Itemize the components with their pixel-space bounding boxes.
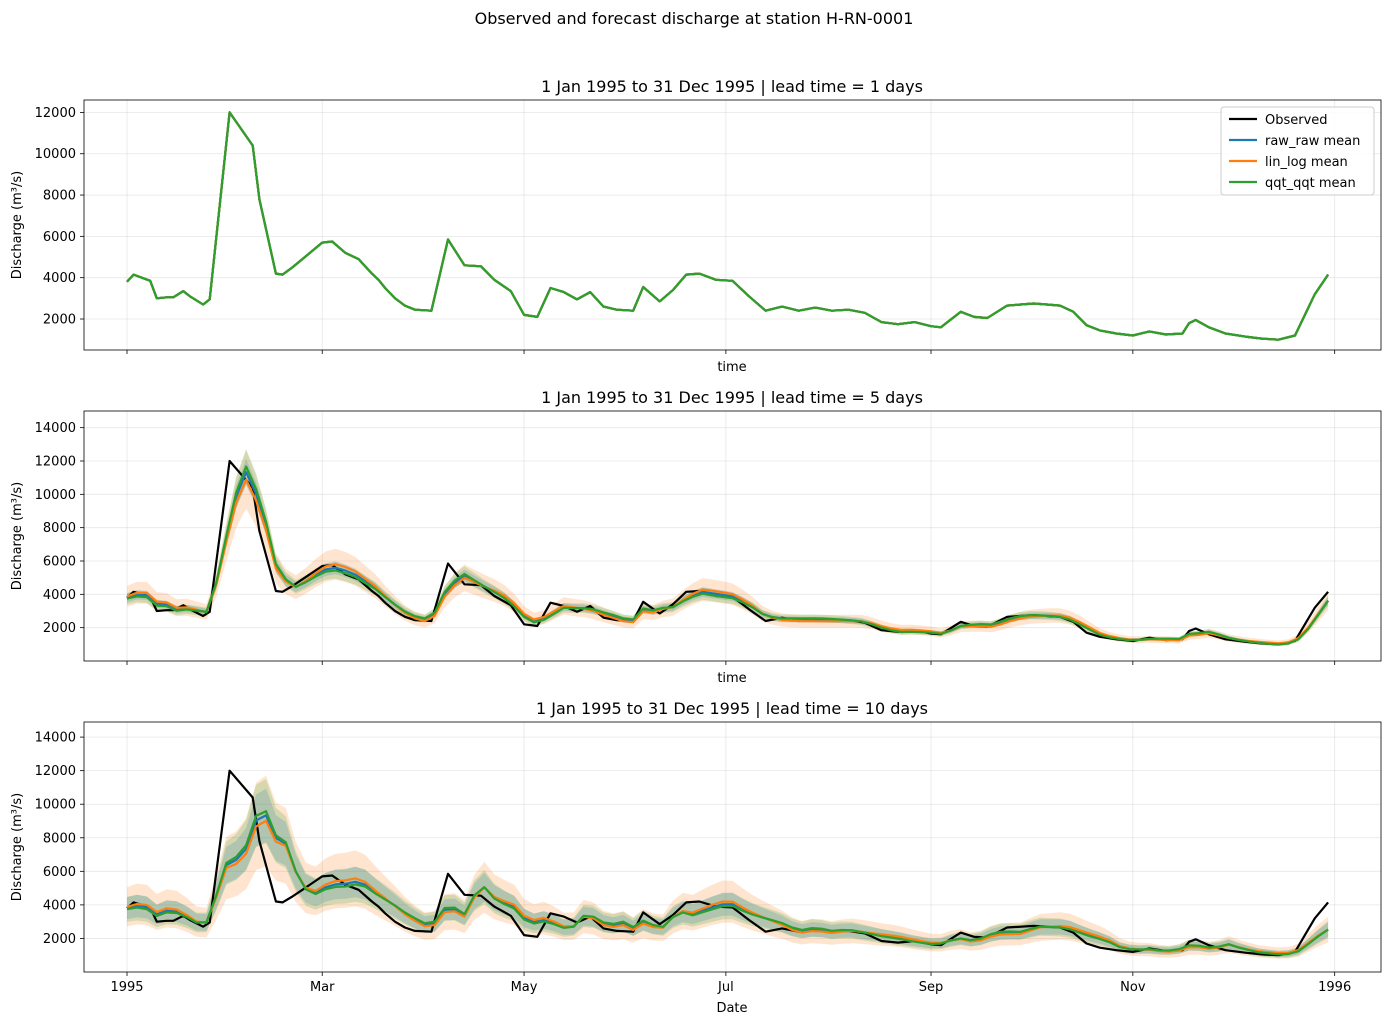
panel-lead-10: 1 Jan 1995 to 31 Dec 1995 | lead time = … bbox=[10, 699, 1382, 1016]
panel-3-frame bbox=[83, 721, 1382, 973]
panel-3-grid bbox=[84, 722, 1381, 972]
y-tick-label: 2000 bbox=[43, 932, 76, 947]
panel-3-x-ticks: 1995 Mar May Jul Sep Nov 1996 bbox=[110, 972, 1351, 995]
y-tick-label: 2000 bbox=[43, 621, 76, 636]
panel-2-lines bbox=[126, 459, 1330, 646]
y-tick-label: 10000 bbox=[35, 147, 76, 162]
y-tick-label: 6000 bbox=[43, 555, 76, 570]
legend-box bbox=[1220, 106, 1375, 196]
panel-1-y-label: Discharge (m³/s) bbox=[10, 171, 25, 279]
y-tick-label: 14000 bbox=[35, 731, 76, 746]
observed-line bbox=[126, 459, 1329, 646]
x-tick-label: Sep bbox=[919, 980, 944, 995]
y-tick-label: 4000 bbox=[43, 271, 76, 286]
y-tick-label: 2000 bbox=[43, 313, 76, 328]
y-tick-label: 14000 bbox=[35, 421, 76, 436]
y-tick-label: 10000 bbox=[35, 488, 76, 503]
qqt-qqt-mean-line bbox=[126, 810, 1329, 956]
y-tick-label: 8000 bbox=[43, 189, 76, 204]
x-tick-label: Jul bbox=[717, 980, 734, 995]
legend: Observed raw_raw mean lin_log mean qqt_q… bbox=[1220, 106, 1375, 196]
panel-1-frame bbox=[83, 99, 1382, 351]
lin-log-mean-line bbox=[126, 111, 1330, 341]
panel-2-x-ticks bbox=[126, 661, 1336, 665]
y-tick-label: 6000 bbox=[43, 865, 76, 880]
y-tick-label: 12000 bbox=[35, 455, 76, 470]
panel-3-lines bbox=[126, 769, 1329, 957]
observed-line bbox=[126, 111, 1330, 341]
raw-raw-mean-line bbox=[126, 471, 1329, 646]
qqt-qqt-spread-band bbox=[127, 449, 1329, 646]
figure-title: Observed and forecast discharge at stati… bbox=[475, 9, 914, 28]
panel-2-frame bbox=[83, 410, 1382, 662]
panel-lead-5: 1 Jan 1995 to 31 Dec 1995 | lead time = … bbox=[10, 388, 1382, 686]
panel-1-grid bbox=[84, 100, 1381, 350]
panel-2-title: 1 Jan 1995 to 31 Dec 1995 | lead time = … bbox=[541, 388, 923, 407]
y-tick-label: 6000 bbox=[43, 230, 76, 245]
y-tick-label: 12000 bbox=[35, 106, 76, 121]
panel-2-y-label: Discharge (m³/s) bbox=[10, 482, 25, 590]
x-tick-label: Nov bbox=[1120, 980, 1146, 995]
y-tick-label: 4000 bbox=[43, 898, 76, 913]
qqt-qqt-mean-line bbox=[126, 465, 1330, 646]
panel-3-y-label: Discharge (m³/s) bbox=[10, 793, 25, 901]
legend-label-raw-raw: raw_raw mean bbox=[1265, 134, 1360, 149]
raw-raw-spread-band bbox=[127, 788, 1329, 957]
raw-raw-spread-band bbox=[127, 458, 1329, 646]
x-tick-label: Mar bbox=[310, 980, 335, 995]
panel-3-y-ticks: 2000 4000 6000 8000 10000 12000 14000 bbox=[35, 731, 84, 947]
panel-1-lines bbox=[126, 111, 1330, 341]
qqt-qqt-spread-band bbox=[127, 779, 1329, 958]
panel-2-x-label: time bbox=[717, 671, 746, 686]
x-tick-label: 1995 bbox=[110, 980, 143, 995]
legend-label-qqt-qqt: qqt_qqt mean bbox=[1265, 176, 1356, 191]
observed-line bbox=[126, 769, 1329, 957]
legend-label-observed: Observed bbox=[1265, 113, 1328, 128]
panel-3-title: 1 Jan 1995 to 31 Dec 1995 | lead time = … bbox=[536, 699, 928, 718]
panel-1-y-ticks: 2000 4000 6000 8000 10000 12000 bbox=[35, 106, 84, 328]
panel-1-x-ticks bbox=[126, 350, 1336, 354]
y-tick-label: 8000 bbox=[43, 831, 76, 846]
panel-1-title: 1 Jan 1995 to 31 Dec 1995 | lead time = … bbox=[541, 77, 923, 96]
x-tick-label: May bbox=[511, 980, 538, 995]
panel-3-bands bbox=[127, 775, 1329, 959]
lin-log-spread-band bbox=[127, 450, 1329, 647]
qqt-qqt-mean-line bbox=[126, 111, 1330, 341]
lin-log-spread-band bbox=[127, 775, 1329, 959]
y-tick-label: 12000 bbox=[35, 764, 76, 779]
raw-raw-mean-line bbox=[126, 111, 1330, 341]
panel-2-bands bbox=[127, 449, 1329, 647]
panel-1-x-label: time bbox=[717, 360, 746, 375]
panel-lead-1: 1 Jan 1995 to 31 Dec 1995 | lead time = … bbox=[10, 77, 1382, 375]
y-tick-label: 8000 bbox=[43, 521, 76, 536]
panel-2-y-ticks: 2000 4000 6000 8000 10000 12000 14000 bbox=[35, 421, 84, 636]
panel-3-x-label: Date bbox=[716, 1001, 747, 1016]
x-tick-label: 1996 bbox=[1318, 980, 1351, 995]
legend-label-lin-log: lin_log mean bbox=[1265, 155, 1348, 170]
y-tick-label: 4000 bbox=[43, 588, 76, 603]
panel-2-grid bbox=[84, 411, 1381, 661]
y-tick-label: 10000 bbox=[35, 798, 76, 813]
lin-log-mean-line bbox=[126, 478, 1329, 645]
